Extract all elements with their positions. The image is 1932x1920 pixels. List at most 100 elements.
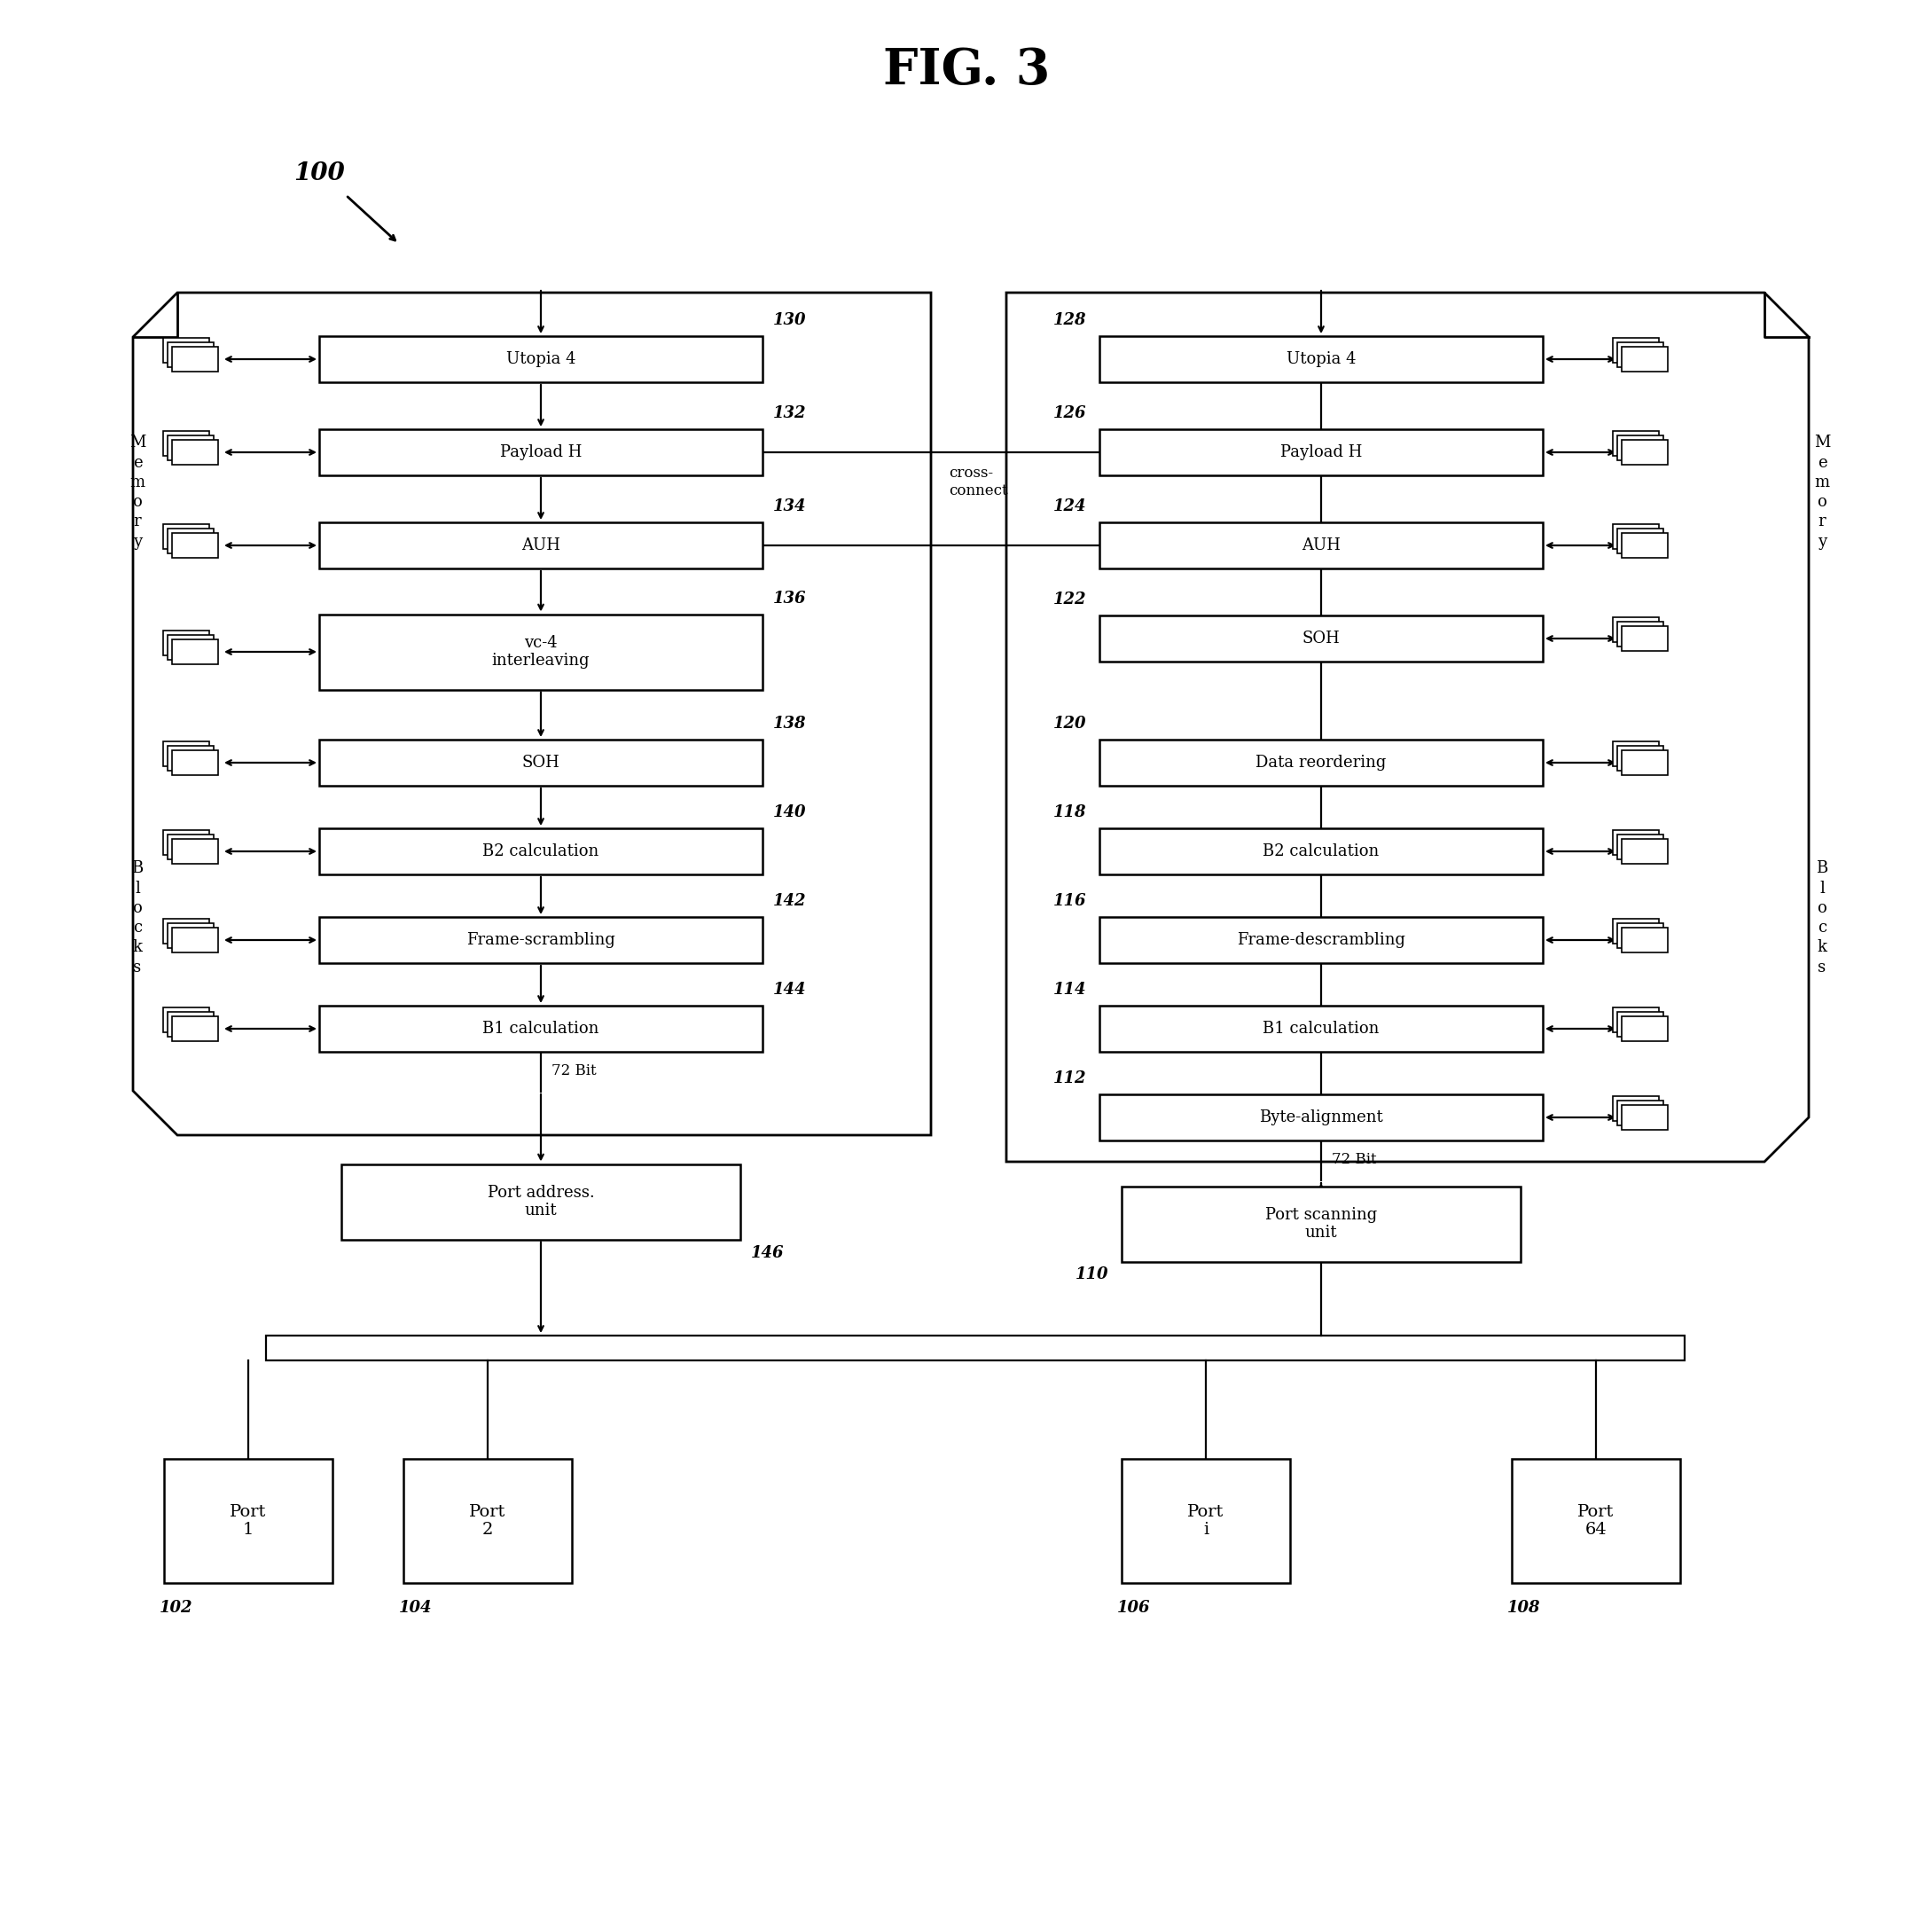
Bar xyxy=(172,839,218,864)
Text: M
e
m
o
r
y: M e m o r y xyxy=(129,436,145,549)
Bar xyxy=(1617,436,1663,461)
Bar xyxy=(172,751,218,776)
Text: M
e
m
o
r
y: M e m o r y xyxy=(1814,436,1830,549)
Text: 124: 124 xyxy=(1053,499,1086,515)
Text: 104: 104 xyxy=(400,1599,433,1617)
Bar xyxy=(319,430,763,476)
Bar xyxy=(168,636,214,660)
Bar xyxy=(1099,522,1544,568)
Bar xyxy=(1613,920,1660,943)
Bar xyxy=(1617,924,1663,948)
Bar xyxy=(1099,430,1544,476)
Bar xyxy=(319,336,763,382)
Text: 128: 128 xyxy=(1053,313,1086,328)
Bar xyxy=(168,835,214,860)
Bar xyxy=(168,528,214,553)
Text: vc-4
interleaving: vc-4 interleaving xyxy=(493,636,589,668)
Text: B2 calculation: B2 calculation xyxy=(1264,843,1379,860)
Bar xyxy=(1122,1459,1291,1582)
Bar xyxy=(1613,741,1660,766)
Bar xyxy=(1617,622,1663,647)
Text: AUH: AUH xyxy=(522,538,560,553)
Bar xyxy=(1617,1012,1663,1037)
Bar xyxy=(1617,342,1663,367)
Bar xyxy=(1099,1006,1544,1052)
Text: 72 Bit: 72 Bit xyxy=(551,1064,597,1079)
Text: Port address.
unit: Port address. unit xyxy=(487,1185,595,1219)
Bar xyxy=(1099,739,1544,785)
Bar xyxy=(172,927,218,952)
Text: 114: 114 xyxy=(1053,981,1086,998)
Bar xyxy=(319,1006,763,1052)
Bar xyxy=(1621,751,1667,776)
Text: 146: 146 xyxy=(752,1244,784,1261)
Bar xyxy=(162,430,209,455)
Bar xyxy=(404,1459,572,1582)
Bar xyxy=(162,524,209,549)
Text: 130: 130 xyxy=(773,313,806,328)
Text: Port scanning
unit: Port scanning unit xyxy=(1265,1206,1378,1240)
Text: AUH: AUH xyxy=(1302,538,1341,553)
Text: 136: 136 xyxy=(773,589,806,607)
Text: 126: 126 xyxy=(1053,405,1086,420)
Text: Payload H: Payload H xyxy=(500,444,582,461)
Bar xyxy=(1621,839,1667,864)
Text: 102: 102 xyxy=(160,1599,193,1617)
Text: 140: 140 xyxy=(773,804,806,820)
Bar xyxy=(168,1012,214,1037)
Bar xyxy=(168,436,214,461)
Bar xyxy=(172,639,218,664)
Text: 122: 122 xyxy=(1053,591,1086,607)
Text: B
l
o
c
k
s: B l o c k s xyxy=(1816,860,1828,975)
Bar xyxy=(1613,338,1660,363)
Text: 108: 108 xyxy=(1507,1599,1540,1617)
Bar xyxy=(168,924,214,948)
Bar xyxy=(172,1016,218,1041)
Text: 132: 132 xyxy=(773,405,806,420)
Bar xyxy=(1621,1106,1667,1129)
Bar xyxy=(1511,1459,1681,1582)
Text: Port
2: Port 2 xyxy=(469,1503,506,1538)
Text: Utopia 4: Utopia 4 xyxy=(1287,351,1356,367)
Bar xyxy=(1621,1016,1667,1041)
Text: 100: 100 xyxy=(294,161,344,184)
Bar xyxy=(1621,440,1667,465)
Text: Byte-alignment: Byte-alignment xyxy=(1260,1110,1383,1125)
Bar xyxy=(162,1008,209,1033)
Bar xyxy=(1617,745,1663,770)
Text: B
l
o
c
k
s: B l o c k s xyxy=(131,860,143,975)
Text: 142: 142 xyxy=(773,893,806,908)
Bar xyxy=(1617,528,1663,553)
Text: Frame-descrambling: Frame-descrambling xyxy=(1236,931,1405,948)
Text: 72 Bit: 72 Bit xyxy=(1331,1152,1378,1167)
Bar xyxy=(319,522,763,568)
Bar xyxy=(319,739,763,785)
Bar xyxy=(1621,626,1667,651)
Bar xyxy=(1099,828,1544,874)
Text: 116: 116 xyxy=(1053,893,1086,908)
Text: 134: 134 xyxy=(773,499,806,515)
Bar xyxy=(1613,524,1660,549)
Bar xyxy=(172,348,218,372)
Bar xyxy=(162,630,209,655)
Bar xyxy=(162,338,209,363)
Bar xyxy=(1621,534,1667,559)
Bar xyxy=(319,828,763,874)
Text: 120: 120 xyxy=(1053,716,1086,732)
Text: 144: 144 xyxy=(773,981,806,998)
Bar xyxy=(1621,927,1667,952)
Bar xyxy=(1099,1094,1544,1140)
Text: 106: 106 xyxy=(1117,1599,1150,1617)
Bar xyxy=(1613,829,1660,854)
Bar xyxy=(319,614,763,689)
Bar xyxy=(1099,336,1544,382)
Text: Port
i: Port i xyxy=(1188,1503,1225,1538)
Bar xyxy=(162,920,209,943)
Bar xyxy=(1122,1187,1520,1261)
Bar xyxy=(319,918,763,964)
Bar xyxy=(168,342,214,367)
Bar xyxy=(267,1336,1685,1361)
Text: Payload H: Payload H xyxy=(1281,444,1362,461)
Text: 112: 112 xyxy=(1053,1071,1086,1087)
Bar xyxy=(1613,1008,1660,1033)
